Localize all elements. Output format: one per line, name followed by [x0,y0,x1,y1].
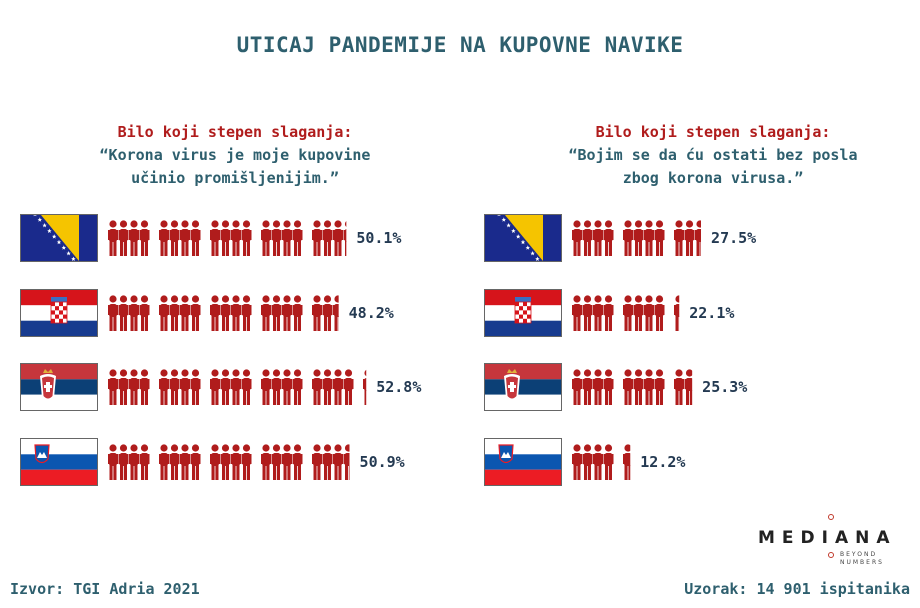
people-group-icon [572,220,614,256]
value-label: 12.2% [640,453,686,471]
people-group-icon [623,369,665,405]
people-group-icon [312,444,350,480]
people-group-icon [210,295,252,331]
panel-right-question-line1: “Bojim se da ću ostati bez posla [568,146,858,164]
people-group-icon [623,220,665,256]
pictogram-bar [108,444,350,480]
people-group-icon [108,220,150,256]
people-group-icon [623,444,631,480]
people-group-icon [674,369,693,405]
logo-dot-icon [828,514,834,520]
slovenia-flag-icon [484,438,562,486]
people-group-icon [210,220,252,256]
people-group-icon [210,369,252,405]
slovenia-flag-icon [20,438,98,486]
value-label: 50.1% [356,229,402,247]
pictogram-bar [572,295,680,331]
people-group-icon [312,295,339,331]
mediana-logo: MEDIANA BEYOND NUMBERS [758,514,908,574]
value-label: 50.9% [359,453,405,471]
panel-right-question-line2: zbog korona virusa.” [622,169,804,187]
people-group-icon [261,295,303,331]
sample-note: Uzorak: 14 901 ispitanika [684,580,910,598]
panel-left-question-line2: učinio promišljenijim.” [131,169,339,187]
value-label: 22.1% [689,304,735,322]
people-group-icon [312,369,354,405]
people-group-icon [108,444,150,480]
people-group-icon [572,444,614,480]
value-label: 48.2% [348,304,394,322]
value-label: 27.5% [711,229,757,247]
serbia-flag-icon [20,363,98,411]
logo-tagline: BEYOND NUMBERS [840,551,884,567]
value-label: 52.8% [376,378,422,396]
people-group-icon [674,295,680,331]
people-group-icon [572,295,614,331]
people-group-icon [159,369,201,405]
people-group-icon [261,220,303,256]
logo-tagline-2: NUMBERS [840,559,884,566]
people-group-icon [210,444,252,480]
logo-dot-icon [828,552,834,558]
serbia-flag-icon [484,363,562,411]
panel-left-header: Bilo koji stepen slaganja: “Korona virus… [35,121,435,190]
panel-right-agree-label: Bilo koji stepen slaganja: [595,123,831,141]
people-group-icon [312,220,347,256]
page-title: UTICAJ PANDEMIJE NA KUPOVNE NAVIKE [236,33,684,57]
pictogram-bar [108,220,347,256]
people-group-icon [159,444,201,480]
panel-left-agree-label: Bilo koji stepen slaganja: [117,123,353,141]
pictogram-bar [572,220,702,256]
bih-flag-icon [484,214,562,262]
bih-flag-icon [20,214,98,262]
people-group-icon [674,220,702,256]
people-group-icon [572,369,614,405]
people-group-icon [623,295,665,331]
people-group-icon [159,295,201,331]
people-group-icon [159,220,201,256]
logo-tagline-1: BEYOND [840,551,878,558]
pictogram-bar [572,444,631,480]
pictogram-bar [108,295,339,331]
croatia-flag-icon [484,289,562,337]
croatia-flag-icon [20,289,98,337]
panel-left-question-line1: “Korona virus je moje kupovine [99,146,371,164]
panel-right-header: Bilo koji stepen slaganja: “Bojim se da … [513,121,913,190]
source-note: Izvor: TGI Adria 2021 [10,580,200,598]
people-group-icon [108,369,150,405]
value-label: 25.3% [702,378,748,396]
people-group-icon [261,369,303,405]
people-group-icon [108,295,150,331]
people-group-icon [261,444,303,480]
pictogram-bar [572,369,693,405]
pictogram-bar [108,369,367,405]
logo-brand: MEDIANA [758,528,897,548]
people-group-icon [363,369,367,405]
